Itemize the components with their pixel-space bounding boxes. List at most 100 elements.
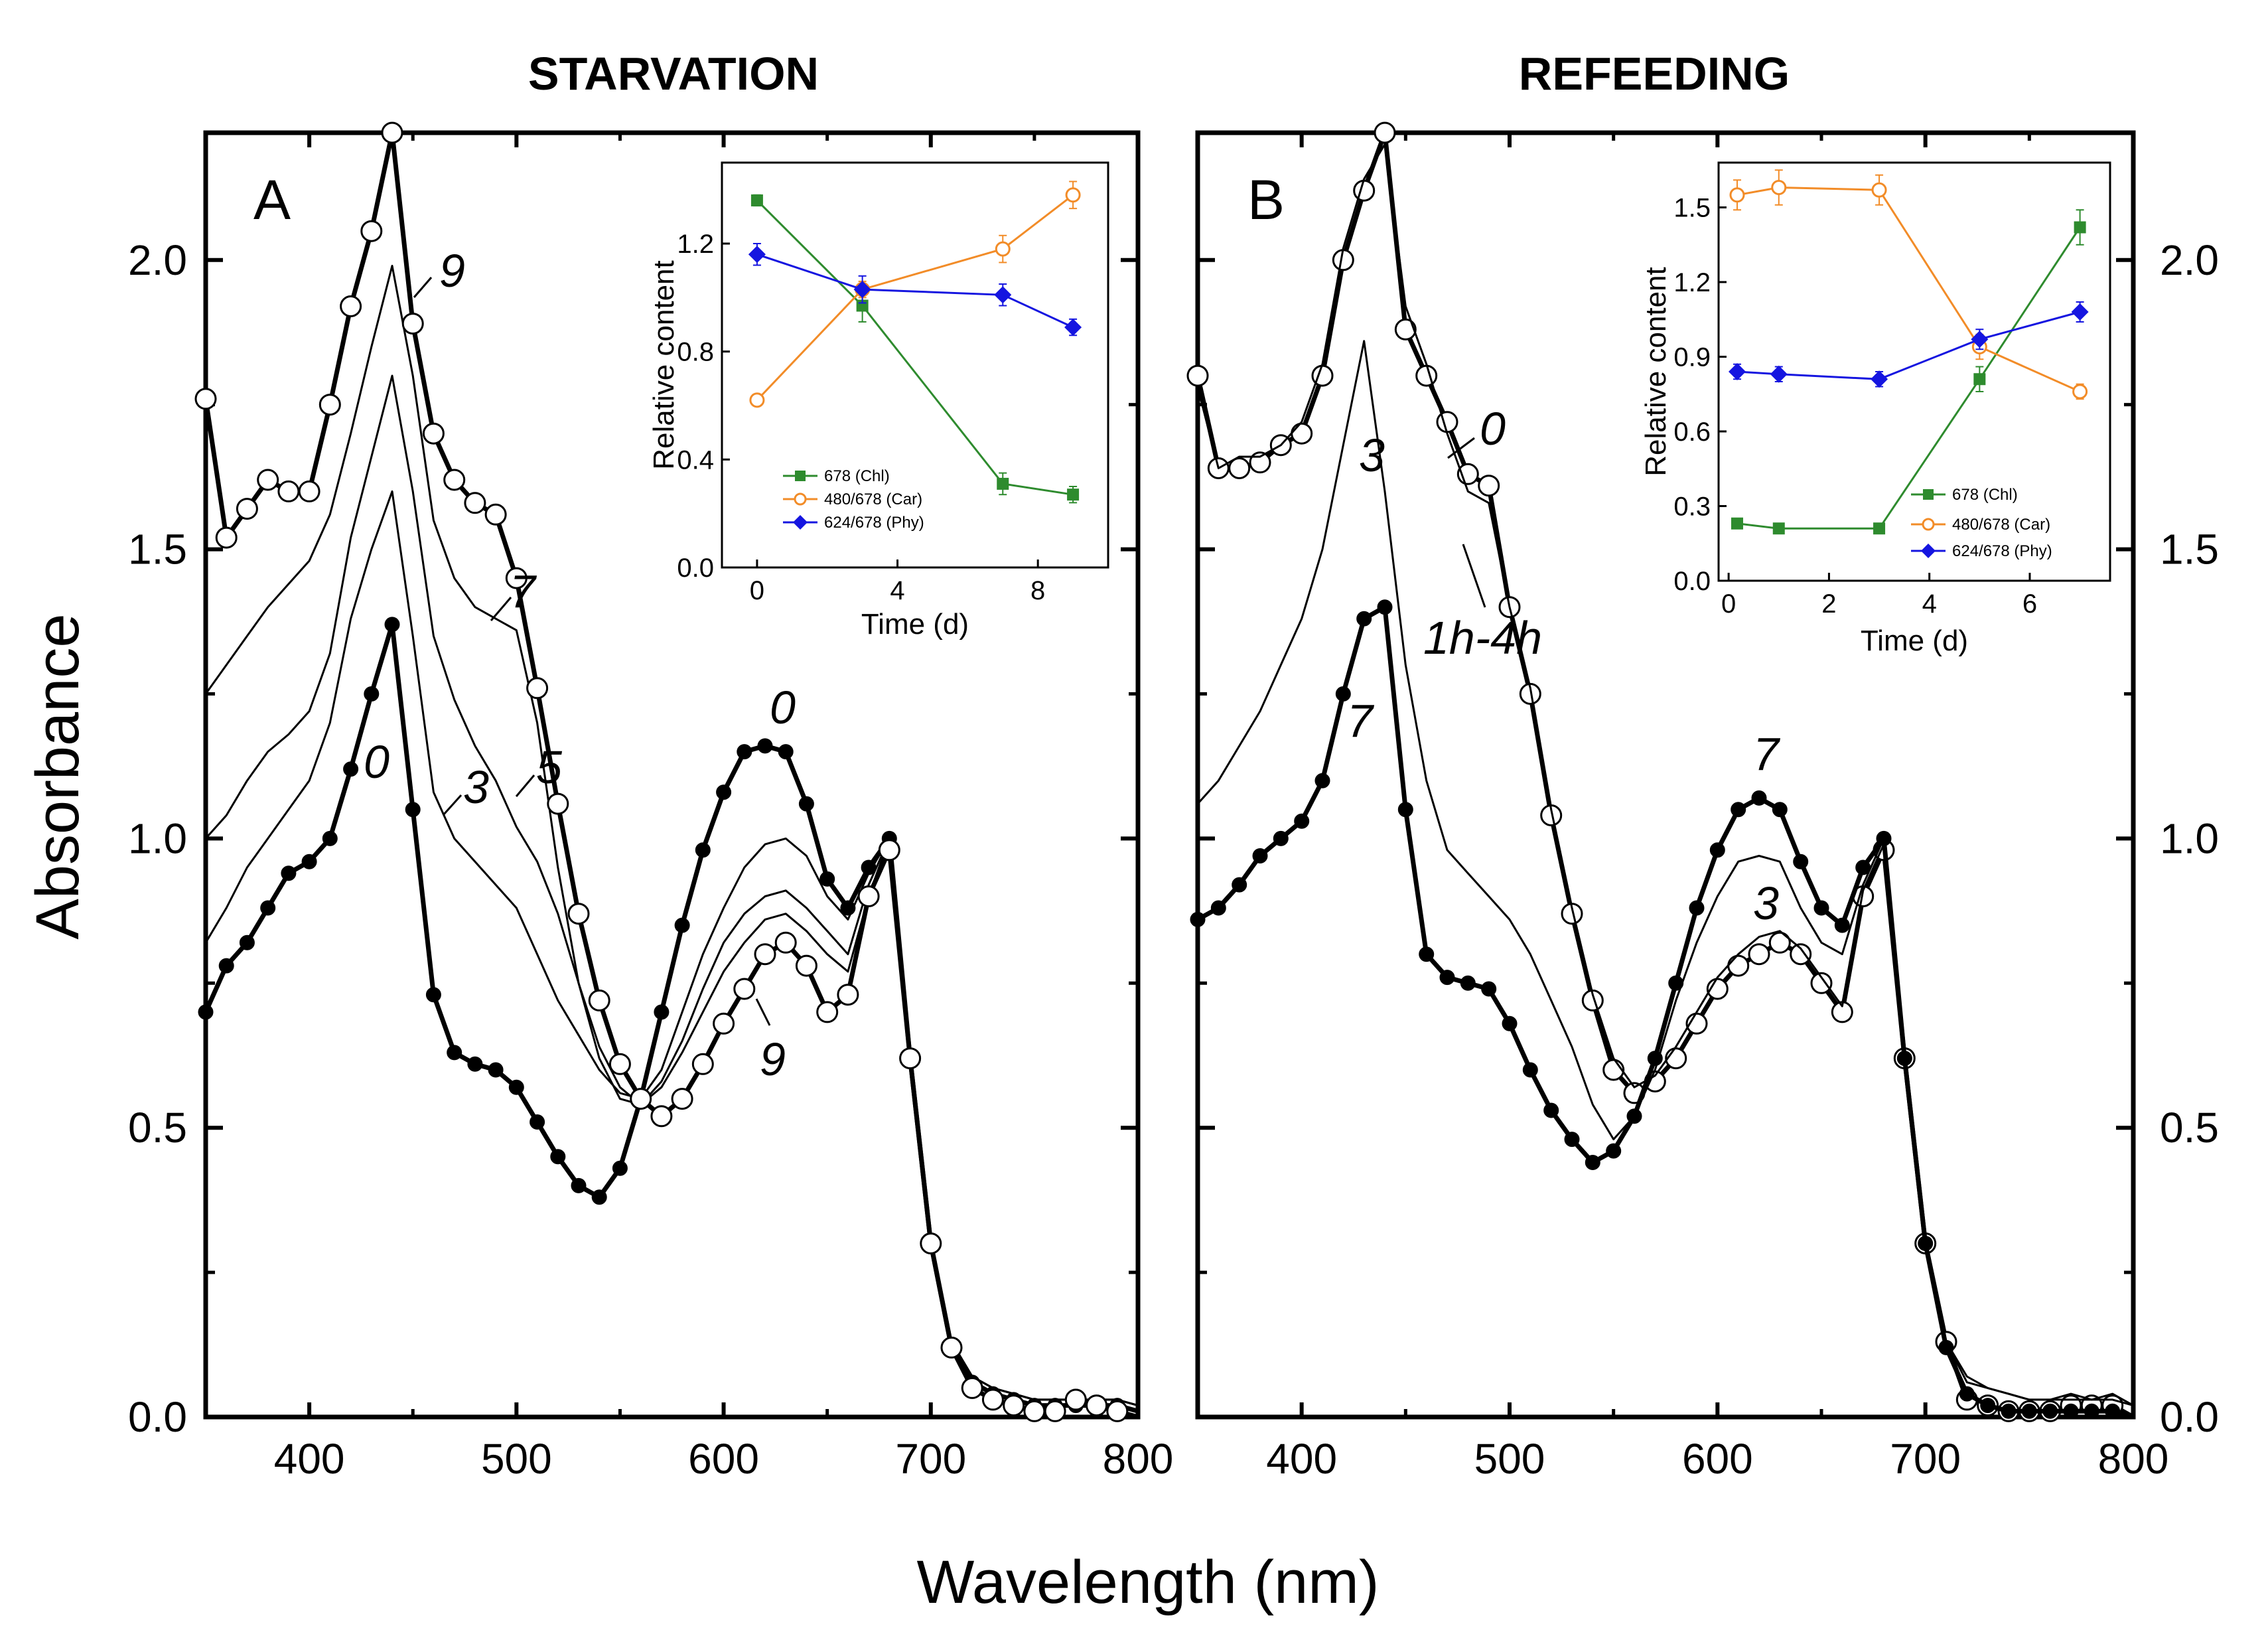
spectrum-point-b-7 [1772, 802, 1788, 818]
spectrum-point-b-7 [1709, 842, 1725, 858]
spectrum-point-b-0 [1353, 179, 1376, 202]
spectrum-point-a-0 [757, 738, 773, 754]
spectrum-point-b-7 [1252, 848, 1268, 863]
curve-label-b-1h4h-leader [1462, 544, 1486, 608]
curve-label-9-red: 9 [760, 1033, 786, 1085]
spectrum-point-b-0 [1810, 972, 1833, 994]
spectrum-point-a-9 [1064, 1388, 1087, 1411]
spectrum-point-b-7 [2063, 1403, 2079, 1419]
panel-b: REFEEDING B 400 500 600 700 800 0.00.51.01.5… [1186, 48, 2219, 1483]
spectrum-point-a-9 [816, 1001, 839, 1023]
y-tick-label: 0.5 [128, 1104, 187, 1152]
curve-label-7-leader [490, 597, 512, 621]
legend-phy-label: 624/678 (Phy) [824, 514, 924, 532]
spectrum-point-b-0 [1665, 1047, 1687, 1070]
spectrum-point-b-7 [1377, 599, 1393, 615]
inset-y-tick-label: 0.3 [1673, 492, 1711, 522]
curve-label-3-leader [442, 794, 462, 816]
panel-a-title: STARVATION [528, 48, 819, 100]
spectrum-point-a-9 [754, 943, 776, 966]
curve-label-9-leader [413, 277, 433, 298]
panel-a-inset-axes: 0 4 8 0.0 0.4 0.8 1.2 [677, 230, 1045, 605]
spectrum-point-b-7 [1751, 790, 1767, 806]
spectrum-point-b-7 [2105, 1403, 2121, 1419]
inset-y-tick-label: 0.6 [1673, 417, 1711, 447]
inset-point-chl [1873, 522, 1886, 535]
legend-b-phy-marker [1921, 544, 1936, 558]
curve-label-b-7-red: 7 [1753, 728, 1781, 780]
spectrum-point-b-7 [1585, 1155, 1600, 1170]
spectrum-point-a-0 [405, 802, 421, 818]
spectrum-point-a-9 [837, 984, 859, 1006]
curve-label-b-1h4h: 1h-4h [1423, 612, 1542, 664]
panel-a-plot-frame [203, 130, 1141, 1420]
spectrum-point-a-0 [447, 1045, 462, 1061]
spectrum-point-a-9 [1003, 1394, 1025, 1417]
spectrum-point-b-7 [1419, 946, 1435, 962]
spectrum-point-a-9 [920, 1232, 942, 1254]
spectrum-point-b-7 [1918, 1236, 1934, 1251]
spectrum-point-b-7 [1522, 1062, 1538, 1078]
spectrum-point-a-9 [505, 567, 528, 589]
panel-a-inset-ylabel: Relative content [648, 260, 680, 470]
x-tick-label: 700 [1890, 1435, 1961, 1483]
inset-x-tick-label: 0 [750, 576, 764, 605]
spectrum-point-b-7 [1190, 911, 1206, 927]
spectrum-point-a-9 [630, 1088, 652, 1110]
spectrum-point-a-9 [1044, 1400, 1066, 1422]
inset-point-phy [1971, 331, 1989, 348]
spectrum-point-a-0 [571, 1177, 587, 1193]
spectrum-point-b-0 [1249, 451, 1271, 474]
curve-label-9-red-leader [755, 998, 771, 1026]
inset-line-a-0 [756, 199, 1074, 496]
curve-label-9: 9 [439, 245, 465, 297]
inset-point-car [2072, 384, 2088, 400]
panel-b-spectra [1186, 121, 2135, 1422]
spectrum-point-a-0 [612, 1160, 628, 1176]
curve-label-0-blue: 0 [364, 736, 390, 788]
spectrum-point-b-7 [1876, 830, 1892, 846]
inset-point-chl [1772, 522, 1785, 535]
spectrum-line-a-9 [203, 130, 1139, 1420]
panel-b-inset-ylabel: Relative content [1640, 267, 1672, 477]
inset-x-tick-label: 0 [1721, 589, 1736, 619]
spectrum-point-a-9 [774, 931, 797, 954]
panel-a-spectra [194, 121, 1139, 1422]
spectrum-point-a-9 [961, 1377, 983, 1399]
spectrum-point-a-9 [608, 1053, 631, 1075]
spectrum-point-b-7 [1481, 981, 1497, 997]
shared-y-axis-title: Absorbance [24, 614, 92, 940]
curve-label-7: 7 [510, 565, 537, 617]
inset-y-tick-label: 0.8 [677, 338, 714, 367]
panel-b-inset: 0 2 4 6 0.0 0.3 0.6 0.9 1.2 1.5 Time (d) Relative… [1640, 161, 2111, 657]
x-tick-label: 700 [895, 1435, 966, 1483]
legend-b-chl-marker [1923, 489, 1934, 500]
spectrum-point-a-9 [443, 469, 466, 491]
legend-phy-marker [793, 515, 808, 530]
spectrum-point-a-9 [298, 480, 320, 502]
inset-point-car [1771, 180, 1787, 195]
spectrum-point-b-7 [1232, 877, 1247, 893]
curve-label-b-0: 0 [1480, 403, 1506, 455]
spectrum-point-a-9 [691, 1053, 714, 1075]
spectrum-point-a-9 [401, 313, 424, 335]
spectrum-line-b-1h-4h [1196, 143, 2134, 1406]
spectrum-point-a-9 [733, 978, 756, 1000]
x-tick-label: 600 [688, 1435, 759, 1483]
spectrum-point-a-0 [716, 784, 732, 800]
spectrum-point-b-7 [1502, 1015, 1518, 1031]
panel-b-inset-xlabel: Time (d) [1861, 625, 1968, 657]
panel-a-inset: 0 4 8 0.0 0.4 0.8 1.2 Time (d) Relative conten… [648, 161, 1109, 640]
spectrum-point-a-0 [591, 1189, 607, 1205]
spectrum-point-a-9 [878, 839, 900, 861]
inset-point-chl [2074, 221, 2086, 234]
spectrum-point-b-7 [1314, 773, 1330, 788]
x-tick-label: 400 [274, 1435, 345, 1483]
spectrum-line-a-0 [203, 622, 1139, 1414]
y-tick-label: 1.5 [2160, 526, 2219, 573]
inset-y-tick-label: 1.2 [677, 230, 714, 259]
spectrum-point-a-9 [277, 480, 300, 502]
inset-point-chl [997, 477, 1009, 490]
inset-x-tick-label: 6 [2022, 589, 2037, 619]
spectrum-point-b-0 [1394, 318, 1417, 340]
